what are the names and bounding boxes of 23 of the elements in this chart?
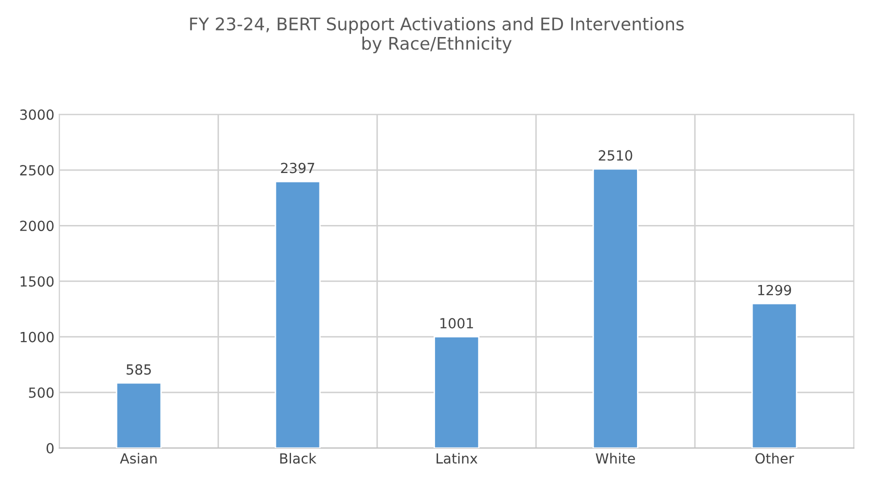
bar [116,382,162,448]
data-label: 1001 [440,318,473,328]
x-tick-label: White [596,452,635,464]
y-tick-label: 500 [29,387,54,398]
data-label: 2510 [598,150,632,161]
y-tick-label: 1000 [20,332,54,342]
data-label: 2397 [281,162,314,174]
y-tick-label: 1500 [20,276,54,287]
x-tick-label: Latinx [436,452,478,464]
data-label: 585 [126,364,151,375]
x-tick-label: Asian [120,452,157,464]
y-tick-label: 3000 [20,109,54,120]
bar [751,302,798,448]
x-tick-label: Other [755,452,794,464]
y-tick-label: 2500 [20,165,54,176]
data-label: 1299 [758,284,792,296]
x-tick-label: Black [280,452,316,464]
bar [434,336,480,448]
y-tick-label: 0 [46,443,54,454]
chart-title: FY 23-24, BERT Support Activations and ED Interventions by Race/Ethnicity [190,17,684,54]
bar [592,168,638,448]
bar [274,180,321,448]
y-tick-label: 2000 [20,220,54,232]
